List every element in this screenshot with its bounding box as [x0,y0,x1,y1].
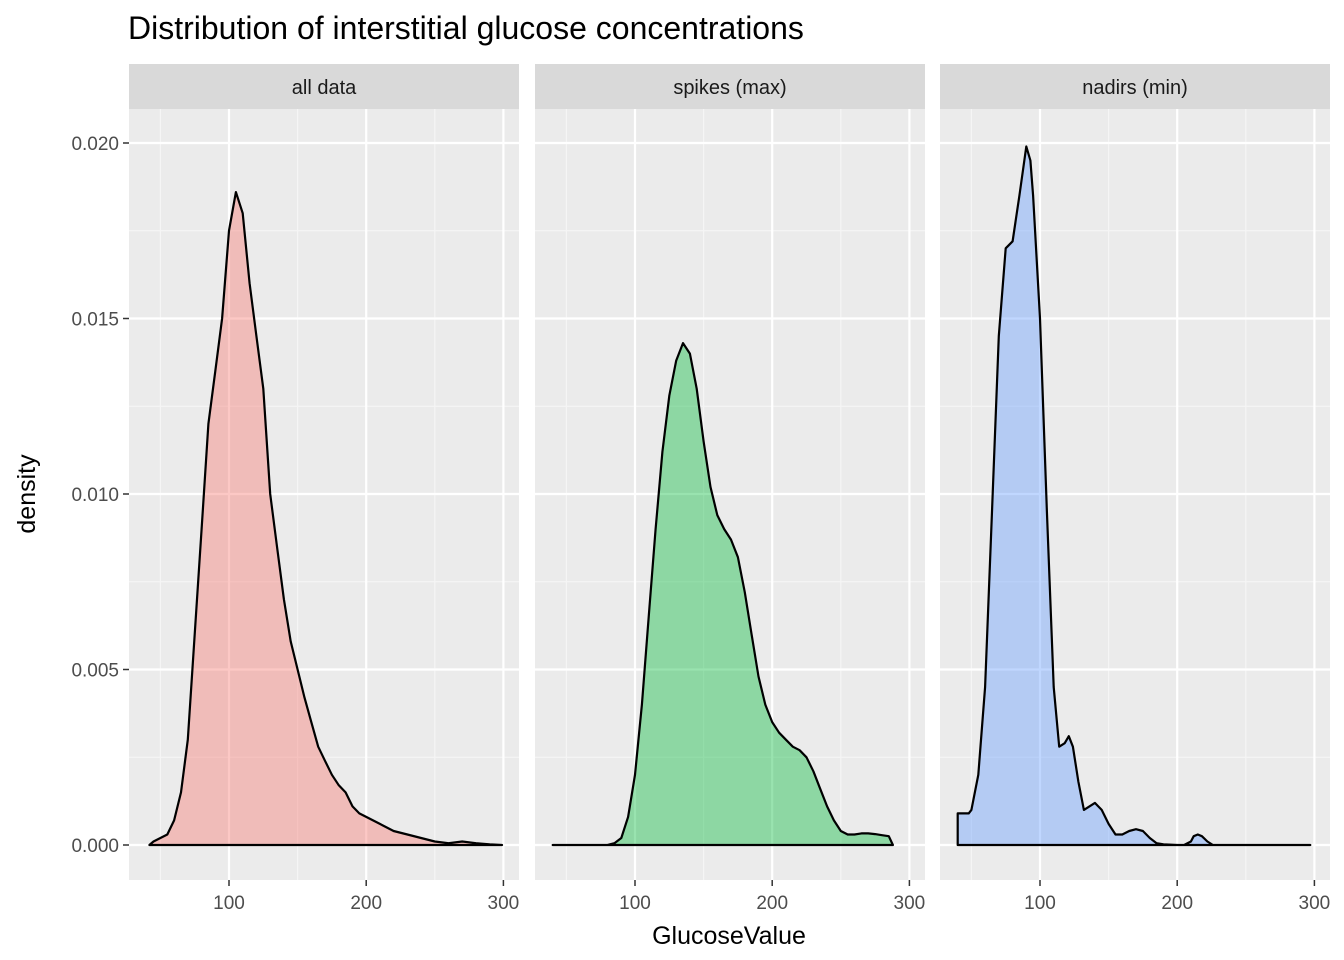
facet-strip-label: all data [292,77,357,99]
x-tick-label: 300 [1299,893,1331,914]
y-tick-label: 0.005 [71,661,119,682]
x-tick-label: 100 [213,893,245,914]
facet-strip [129,64,519,109]
facet-panel: all data 100 200 300 [129,64,519,914]
facet-panel: spikes (max) 100 200 300 [535,64,925,914]
facet-strip-label: spikes (max) [673,77,786,99]
density-area [148,191,504,847]
x-tick-label: 300 [488,893,520,914]
facet-strip [940,64,1330,109]
x-tick-label: 300 [894,893,926,914]
facet-strip-label: nadirs (min) [1082,77,1188,99]
facet-strip [535,64,925,109]
x-tick-label: 100 [1024,893,1056,914]
facet-panel: nadirs (min) 100 200 300 [940,64,1330,914]
x-tick-label: 100 [619,893,651,914]
x-tick-label: 200 [756,893,788,914]
y-tick-label: 0.015 [71,310,119,331]
y-tick-label: 0.020 [71,134,119,155]
density-area [551,342,894,847]
x-tick-label: 200 [350,893,382,914]
x-tick-label: 200 [1161,893,1193,914]
x-axis-title: GlucoseValue [652,922,806,950]
chart-title: Distribution of interstitial glucose con… [128,10,804,46]
y-axis-title: density [13,454,41,534]
density-area [956,145,1312,847]
y-axis: 0.000 0.005 0.010 0.015 0.020 [71,134,129,857]
y-tick-label: 0.010 [71,485,119,506]
y-tick-label: 0.000 [71,836,119,857]
